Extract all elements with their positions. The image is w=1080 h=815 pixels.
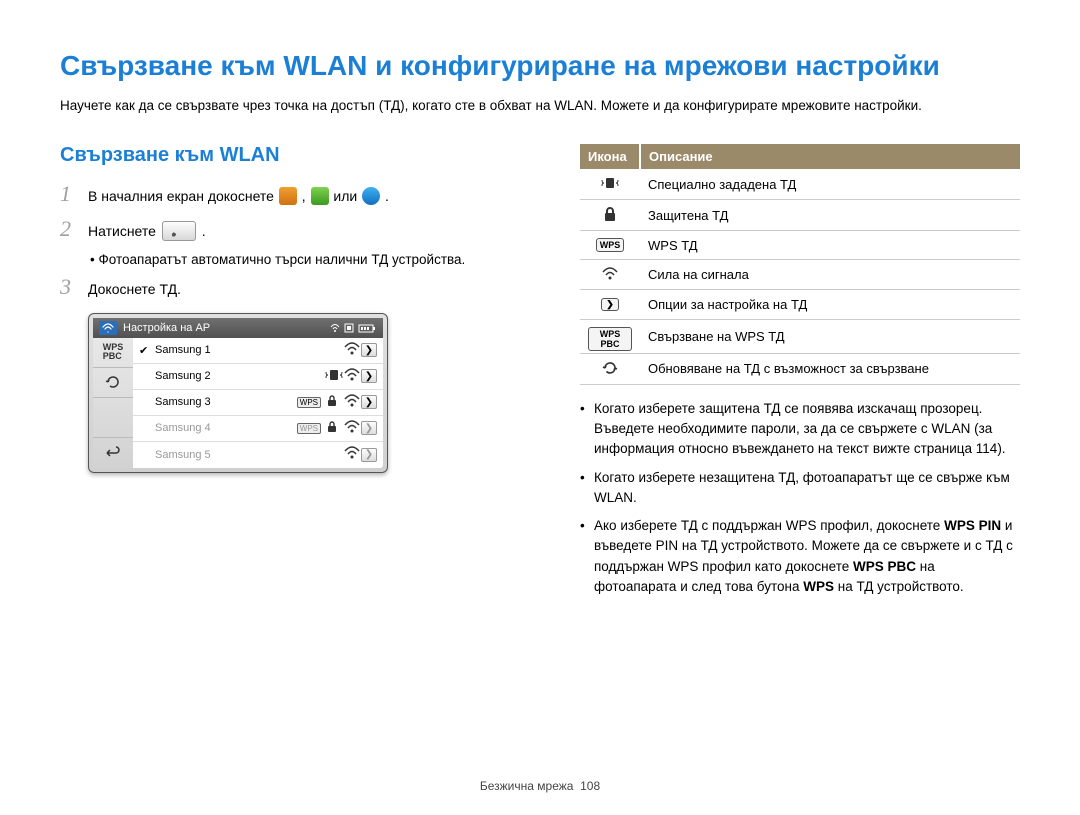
wpspbc-icon: WPS PBC xyxy=(588,330,632,348)
ap-row[interactable]: Samsung 5 ❯ xyxy=(133,442,383,468)
step-body: Натиснете . xyxy=(88,220,206,242)
device-sidebar: WPS PBC xyxy=(93,338,133,468)
wps-badge-icon: WPS xyxy=(297,423,321,434)
arrow-icon: ❯ xyxy=(596,296,624,314)
signal-icon xyxy=(343,342,357,359)
ap-row[interactable]: Samsung 2 ❯ xyxy=(133,364,383,390)
table-head-icon: Икона xyxy=(580,144,640,169)
table-row: WPS PBC Свързване на WPS ТД xyxy=(580,319,1020,353)
wifi-icon xyxy=(99,321,117,335)
table-desc: Защитена ТД xyxy=(640,200,1020,231)
step2-text-a: Натиснете xyxy=(88,223,160,239)
ap-name: Samsung 5 xyxy=(155,449,339,461)
device-ap-list: ✔Samsung 1❯Samsung 2❯Samsung 3WPS❯Samsun… xyxy=(133,338,383,468)
table-desc: Опции за настройка на ТД xyxy=(640,290,1020,320)
ap-options-button[interactable]: ❯ xyxy=(361,395,377,409)
table-row: Специално зададена ТД xyxy=(580,169,1020,200)
device-screenshot: Настройка на AP xyxy=(88,313,388,473)
ap-name: Samsung 2 xyxy=(155,370,321,382)
table-desc: Сила на сигнала xyxy=(640,260,1020,290)
step1-text-d: . xyxy=(385,188,389,204)
wps-icon: WPS xyxy=(596,236,625,254)
page-footer: Безжична мрежа 108 xyxy=(0,779,1080,793)
ap-options-button[interactable]: ❯ xyxy=(361,369,377,383)
ap-row[interactable]: Samsung 3 WPS ❯ xyxy=(133,390,383,416)
lock-icon xyxy=(325,395,339,410)
two-column-layout: Свързване към WLAN 1 В началния екран до… xyxy=(60,144,1020,605)
step-body: В началния екран докоснете , или . xyxy=(88,185,389,207)
footer-section: Безжична мрежа xyxy=(480,779,574,793)
section-subheader: Свързване към WLAN xyxy=(60,144,540,167)
table-row: ❯ Опции за настройка на ТД xyxy=(580,290,1020,320)
right-column: Икона Описание Специално зададена ТДЗащи… xyxy=(580,144,1020,605)
ap-options-button[interactable]: ❯ xyxy=(361,448,377,462)
home-icon-orange xyxy=(279,187,297,205)
refresh-icon xyxy=(596,359,624,377)
step-2: 2 Натиснете . xyxy=(60,216,540,242)
table-row: Обновяване на ТД с възможност за свързва… xyxy=(580,353,1020,384)
step-1: 1 В началния екран докоснете , или . xyxy=(60,181,540,207)
device-title: Настройка на AP xyxy=(123,322,210,334)
adhoc-icon xyxy=(325,367,339,386)
ap-row[interactable]: ✔ Samsung 1 ❯ xyxy=(133,338,383,364)
table-desc: WPS ТД xyxy=(640,231,1020,260)
step2-sub: Фотоапаратът автоматично търси налични Т… xyxy=(90,250,540,270)
ap-options-button[interactable]: ❯ xyxy=(361,421,377,435)
side-back-button[interactable] xyxy=(93,438,133,468)
wifi-button-icon xyxy=(162,221,196,241)
table-desc: Обновяване на ТД с възможност за свързва… xyxy=(640,353,1020,384)
lock-icon xyxy=(596,205,624,223)
page-title: Свързване към WLAN и конфигуриране на мр… xyxy=(60,50,1020,82)
lock-icon xyxy=(325,421,339,436)
ap-name: Samsung 3 xyxy=(155,396,293,408)
table-row: Защитена ТД xyxy=(580,200,1020,231)
note-2: Когато изберете незащитена ТД, фотоапара… xyxy=(580,468,1020,509)
table-desc: Свързване на WPS ТД xyxy=(640,319,1020,353)
step-number: 3 xyxy=(60,274,78,300)
side-refresh-button[interactable] xyxy=(93,368,133,398)
step2-text-b: . xyxy=(202,223,206,239)
check-icon: ✔ xyxy=(139,344,151,357)
step1-text-a: В началния екран докоснете xyxy=(88,188,278,204)
ap-row[interactable]: Samsung 4 WPS ❯ xyxy=(133,416,383,442)
step-number: 1 xyxy=(60,181,78,207)
device-titlebar: Настройка на AP xyxy=(93,318,383,338)
table-desc: Специално зададена ТД xyxy=(640,169,1020,200)
status-icons xyxy=(329,322,377,334)
notes-list: Когато изберете защитена ТД се появява и… xyxy=(580,399,1020,597)
ap-options-button[interactable]: ❯ xyxy=(361,343,377,357)
ap-name: Samsung 4 xyxy=(155,422,293,434)
icon-description-table: Икона Описание Специално зададена ТДЗащи… xyxy=(580,144,1020,385)
note-1: Когато изберете защитена ТД се появява и… xyxy=(580,399,1020,460)
step1-text-c: или xyxy=(333,188,361,204)
left-column: Свързване към WLAN 1 В началния екран до… xyxy=(60,144,540,605)
step-2-sublist: Фотоапаратът автоматично търси налични Т… xyxy=(90,250,540,270)
ap-name: Samsung 1 xyxy=(155,344,339,356)
adhoc-icon xyxy=(596,174,624,192)
home-icon-blue xyxy=(362,187,380,205)
signal-icon xyxy=(343,420,357,437)
step-number: 2 xyxy=(60,216,78,242)
home-icon-green xyxy=(311,187,329,205)
wps-badge-icon: WPS xyxy=(297,397,321,408)
note-3: Ако изберете ТД с поддържан WPS профил, … xyxy=(580,516,1020,597)
signal-icon xyxy=(343,394,357,411)
intro-text: Научете как да се свързвате чрез точка н… xyxy=(60,96,1020,116)
table-row: WPS WPS ТД xyxy=(580,231,1020,260)
signal-icon xyxy=(596,265,624,283)
signal-icon xyxy=(343,368,357,385)
table-head-desc: Описание xyxy=(640,144,1020,169)
footer-page-number: 108 xyxy=(580,779,600,793)
side-wps-pbc-button[interactable]: WPS PBC xyxy=(93,338,133,368)
signal-icon xyxy=(343,446,357,463)
step1-text-b: , xyxy=(302,188,310,204)
step-body: Докоснете ТД. xyxy=(88,278,181,300)
table-row: Сила на сигнала xyxy=(580,260,1020,290)
step-3: 3 Докоснете ТД. xyxy=(60,274,540,300)
